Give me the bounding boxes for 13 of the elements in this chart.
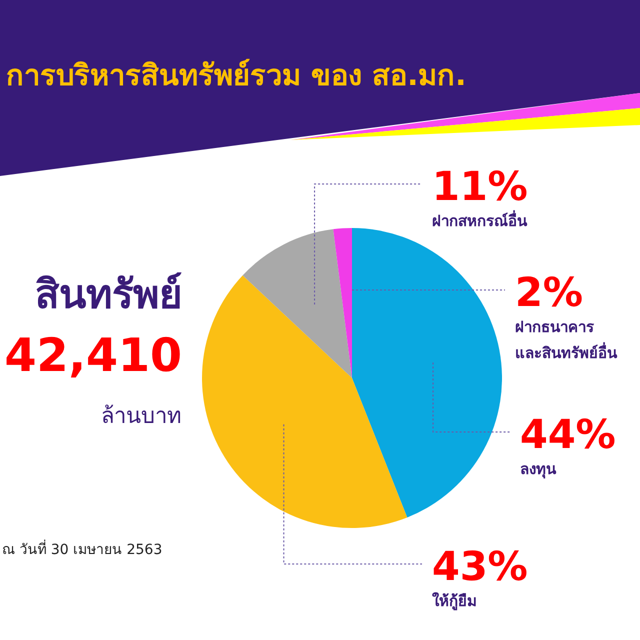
- data-label: 2%: [515, 270, 583, 316]
- slice-label: ให้กู้ยืม: [432, 592, 477, 611]
- slice-label: ลงทุน: [520, 460, 557, 479]
- data-label: 43%: [432, 544, 528, 590]
- data-label: 44%: [520, 412, 616, 458]
- text: ล้านบาท: [101, 403, 182, 431]
- slice-label: ฝากธนาคาร และสินทรัพย์อื่น: [515, 318, 618, 362]
- text: ณ วันที่ 30 เมษายน 2563: [2, 538, 162, 560]
- text: สินทรัพย์: [35, 271, 182, 320]
- text: 42,410: [4, 328, 182, 382]
- data-label: 11%: [432, 164, 528, 210]
- slice-label: ฝากสหกรณ์อื่น: [432, 210, 528, 230]
- chart-title: การบริหารสินทรัพย์รวม ของ สอ.มก.: [6, 57, 466, 94]
